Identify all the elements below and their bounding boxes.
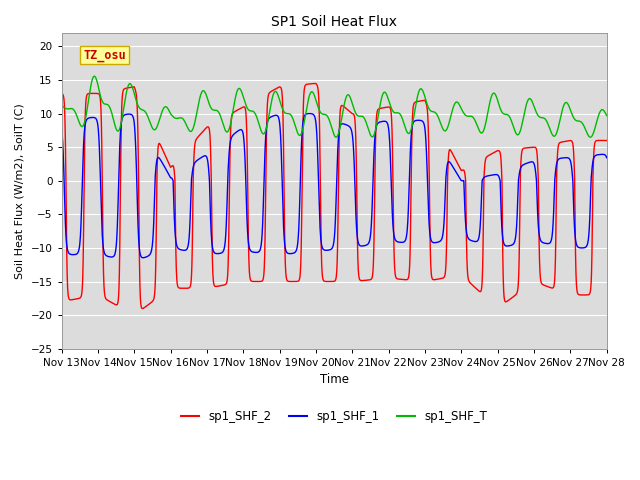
sp1_SHF_T <box>316 108 323 114</box>
Text: TZ_osu: TZ_osu <box>83 48 126 61</box>
sp1_SHF_T <box>573 118 581 124</box>
Legend: sp1_SHF_2, sp1_SHF_1, sp1_SHF_T: sp1_SHF_2, sp1_SHF_1, sp1_SHF_T <box>177 405 492 428</box>
sp1_SHF_1 <box>456 176 464 182</box>
sp1_SHF_2 <box>243 133 251 139</box>
sp1_SHF_2 <box>603 138 611 144</box>
sp1_SHF_1 <box>243 213 251 218</box>
sp1_SHF_2 <box>573 288 581 294</box>
sp1_SHF_1 <box>472 239 479 244</box>
Line: sp1_SHF_T: sp1_SHF_T <box>61 76 607 137</box>
sp1_SHF_1 <box>305 111 313 117</box>
Line: sp1_SHF_1: sp1_SHF_1 <box>61 114 607 258</box>
sp1_SHF_2 <box>316 132 324 138</box>
sp1_SHF_T <box>580 123 588 129</box>
sp1_SHF_1 <box>580 245 588 251</box>
Y-axis label: Soil Heat Flux (W/m2), SoilT (C): Soil Heat Flux (W/m2), SoilT (C) <box>15 103 25 279</box>
sp1_SHF_2 <box>456 166 464 171</box>
sp1_SHF_1 <box>140 255 147 261</box>
sp1_SHF_T <box>456 103 464 109</box>
sp1_SHF_T <box>603 113 611 119</box>
sp1_SHF_2 <box>580 292 588 298</box>
sp1_SHF_2 <box>139 306 147 312</box>
X-axis label: Time: Time <box>319 373 349 386</box>
sp1_SHF_1 <box>316 216 324 222</box>
sp1_SHF_T <box>90 73 98 79</box>
sp1_SHF_T <box>243 105 251 110</box>
sp1_SHF_T <box>58 103 65 109</box>
sp1_SHF_T <box>472 119 479 124</box>
sp1_SHF_1 <box>573 243 581 249</box>
sp1_SHF_2 <box>472 285 479 291</box>
Line: sp1_SHF_2: sp1_SHF_2 <box>61 84 607 309</box>
sp1_SHF_1 <box>58 126 65 132</box>
sp1_SHF_1 <box>603 155 611 160</box>
Title: SP1 Soil Heat Flux: SP1 Soil Heat Flux <box>271 15 397 29</box>
sp1_SHF_2 <box>58 91 65 96</box>
sp1_SHF_T <box>332 134 340 140</box>
sp1_SHF_2 <box>311 81 319 86</box>
